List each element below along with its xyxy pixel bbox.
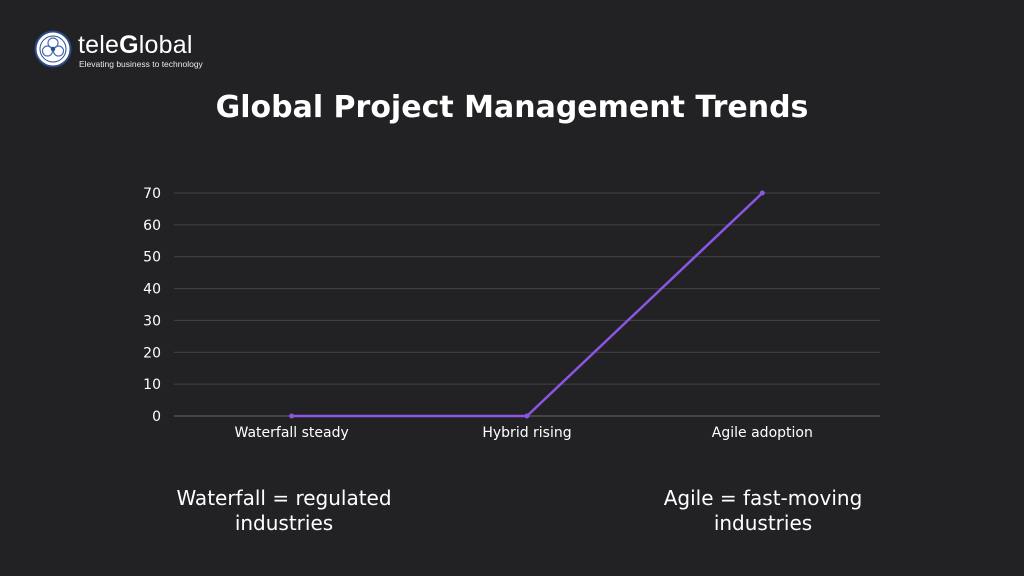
brand-name: teleGlobal	[78, 31, 193, 59]
note-waterfall: Waterfall = regulated industries	[176, 486, 392, 535]
note-agile: Agile = fast-moving industries	[663, 486, 863, 535]
chart-grid	[174, 192, 880, 417]
y-tick-label: 20	[143, 345, 161, 361]
brand-tagline: Elevating business to technology	[79, 59, 203, 69]
chart-series	[289, 190, 765, 419]
x-tick-label: Agile adoption	[712, 425, 813, 441]
y-tick-label: 30	[143, 313, 161, 329]
y-tick-label: 70	[143, 186, 161, 202]
y-tick-label: 50	[143, 250, 161, 266]
x-axis-ticks: Waterfall steady Hybrid rising Agile adopt…	[235, 425, 813, 441]
series-line	[290, 191, 764, 418]
globe-logo-icon	[34, 30, 72, 68]
x-tick-label: Hybrid rising	[482, 425, 571, 441]
y-tick-label: 40	[143, 282, 161, 298]
data-point	[759, 190, 765, 196]
data-point	[524, 413, 530, 419]
y-tick-label: 10	[143, 377, 161, 393]
slide-title: Global Project Management Trends	[215, 90, 809, 125]
line-chart: 0 10 20 30 40 50 60 70 Waterfall steady Hybrid r…	[143, 186, 880, 441]
data-point	[289, 413, 295, 419]
y-axis-ticks: 0 10 20 30 40 50 60 70	[143, 186, 161, 425]
y-tick-label: 60	[143, 218, 161, 234]
brand-logo: teleGlobal Elevating business to technol…	[34, 30, 224, 72]
x-tick-label: Waterfall steady	[235, 425, 349, 441]
y-tick-label: 0	[152, 409, 161, 425]
